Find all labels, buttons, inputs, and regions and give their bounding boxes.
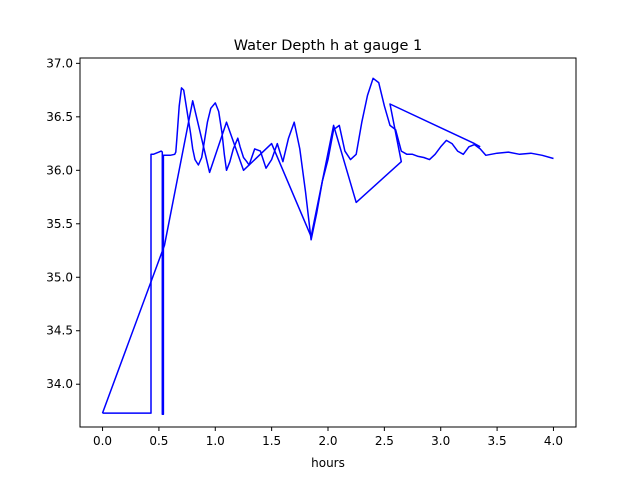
y-tick-label: 36.0	[46, 163, 73, 177]
axes-frame	[79, 57, 577, 428]
x-axis: 0.0 0.5 1.0 1.5 2.0 2.5 3.0 3.5 4.0	[93, 427, 563, 448]
x-tick-label: 2.0	[318, 434, 337, 448]
y-tick-label: 35.0	[46, 270, 73, 284]
y-axis: 34.0 34.5 35.0 35.5 36.0 36.5 37.0	[46, 56, 80, 391]
x-axis-label: hours	[311, 456, 345, 470]
x-tick-label: 0.5	[149, 434, 168, 448]
y-tick-label: 35.5	[46, 217, 73, 231]
x-tick-label: 3.5	[488, 434, 507, 448]
x-tick-label: 4.0	[544, 434, 563, 448]
x-tick-label: 3.0	[431, 434, 450, 448]
series-line-1	[102, 77, 554, 415]
x-tick-label: 0.0	[93, 434, 112, 448]
x-tick-label: 2.5	[375, 434, 394, 448]
series-line-2	[101, 100, 481, 414]
y-tick-label: 36.5	[46, 110, 73, 124]
chart-title: Water Depth h at gauge 1	[234, 38, 422, 54]
x-tick-label: 1.5	[262, 434, 281, 448]
x-tick-label: 1.0	[206, 434, 225, 448]
y-tick-label: 37.0	[46, 56, 73, 70]
y-tick-label: 34.0	[46, 377, 73, 391]
plot-area	[101, 77, 554, 415]
y-tick-label: 34.5	[46, 324, 73, 338]
